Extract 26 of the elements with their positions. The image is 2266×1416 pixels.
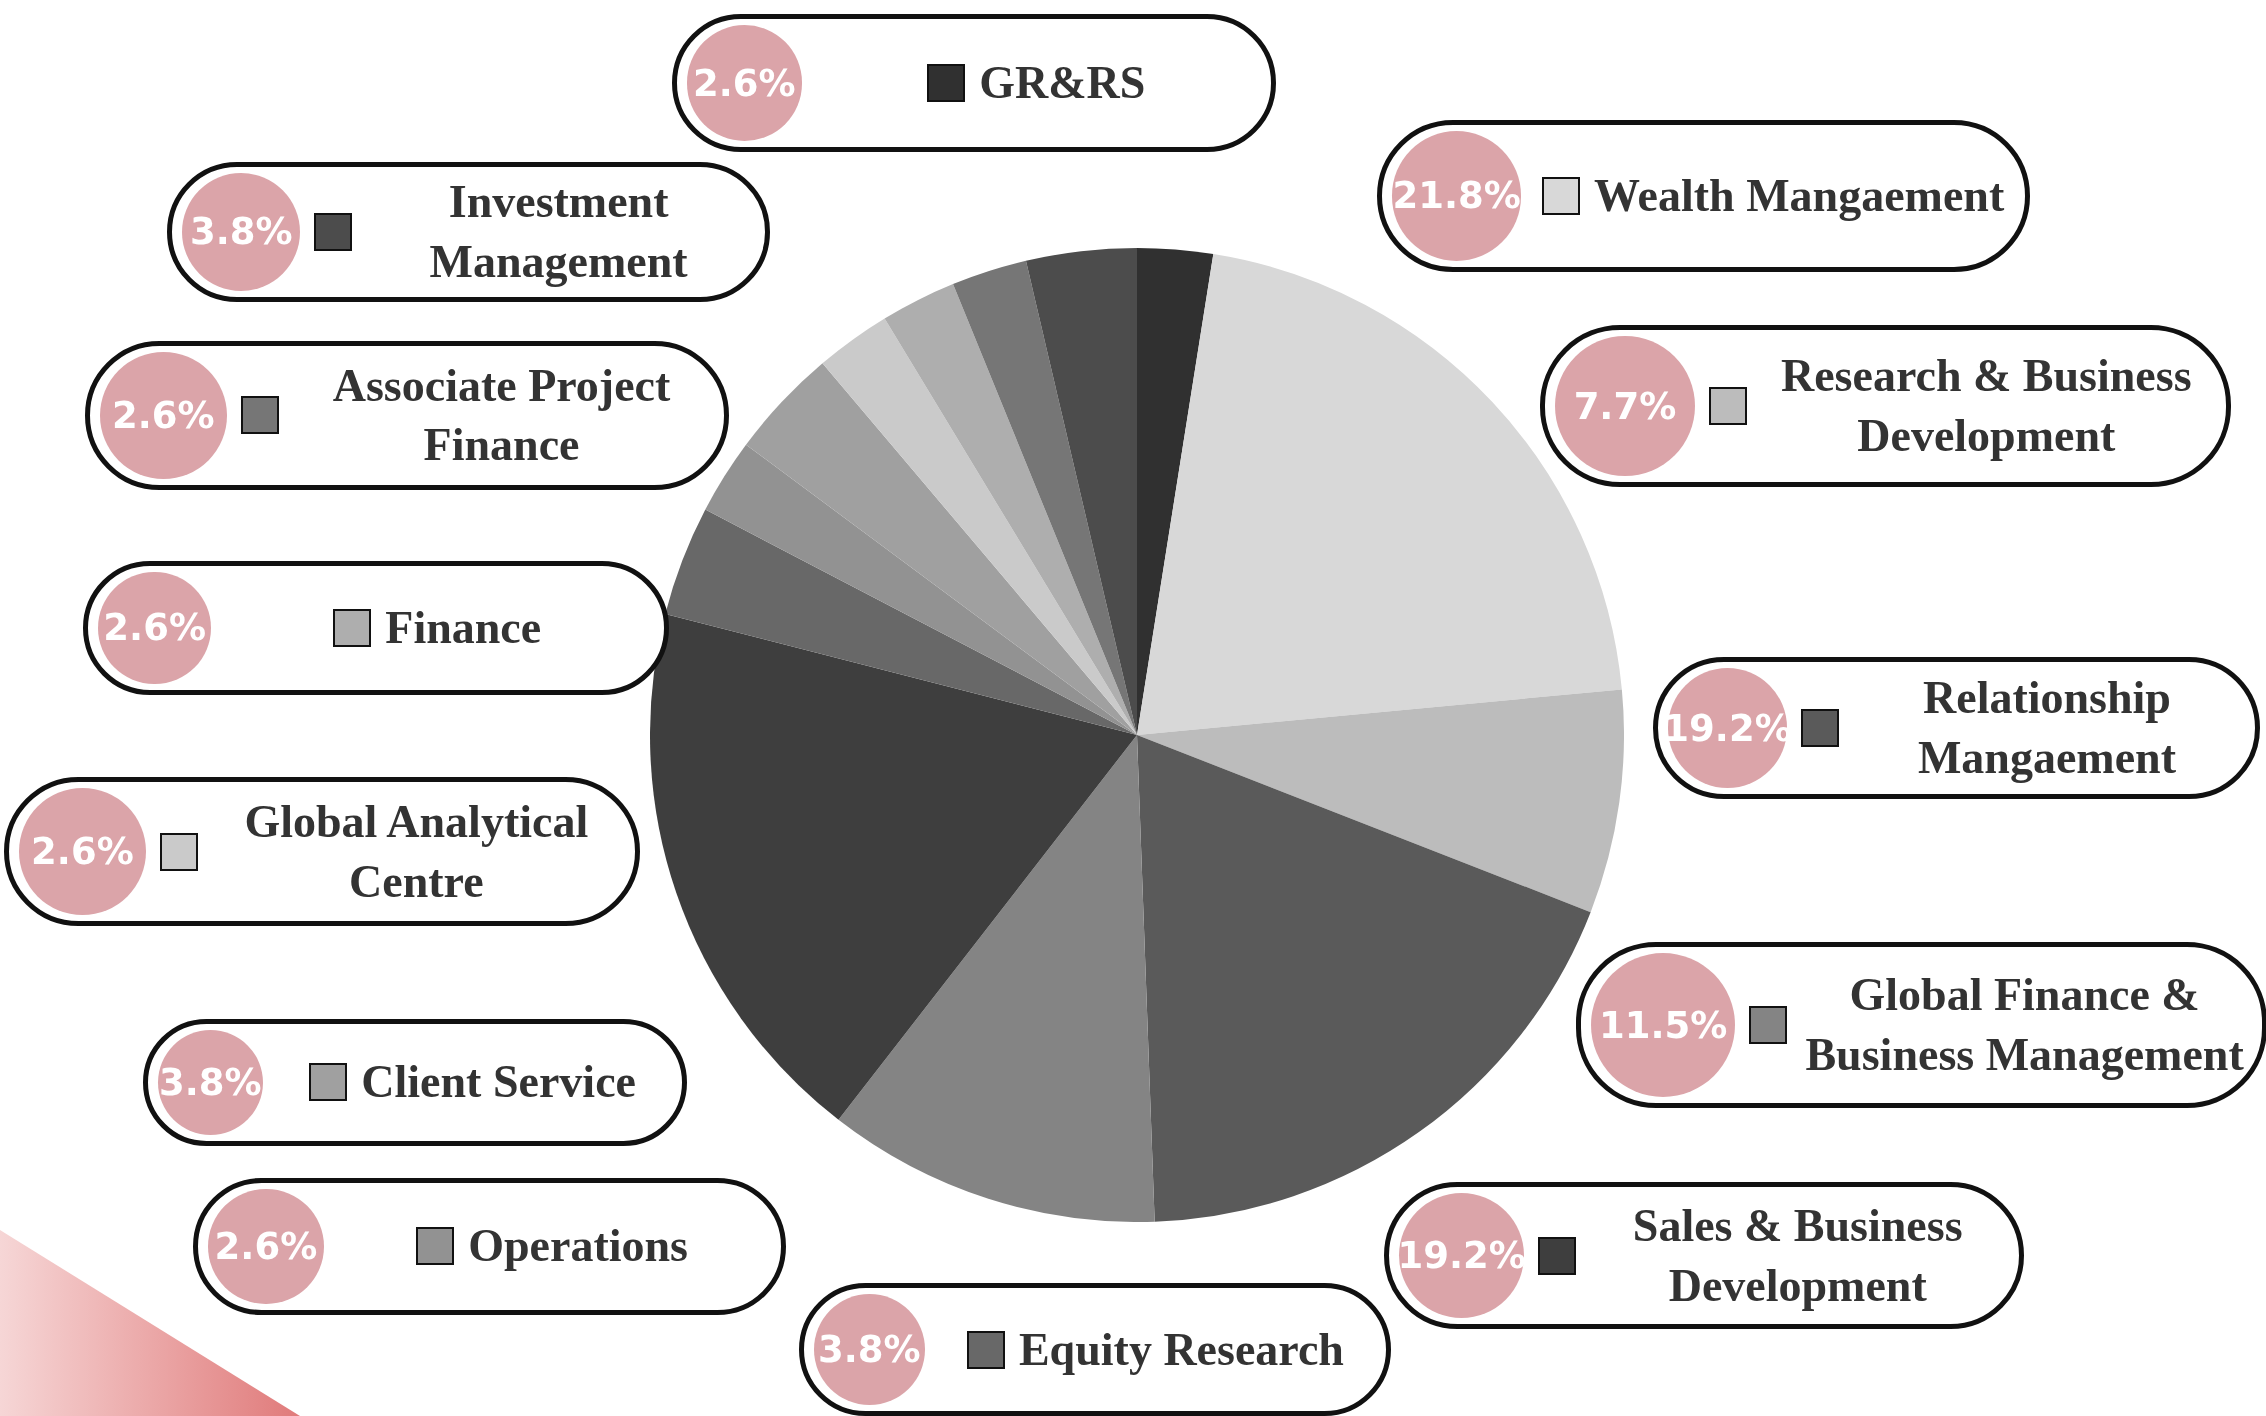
data-label: 2.6% <box>686 25 802 141</box>
legend-label: GR&RS <box>979 56 1146 111</box>
legend-label: Research & Business Development <box>1780 349 2193 464</box>
legend-label: Finance <box>385 600 542 655</box>
data-label: 2.6% <box>208 1188 324 1304</box>
legend-label: Client Service <box>361 1055 636 1110</box>
data-label: 3.8% <box>182 172 301 291</box>
data-label: 2.6% <box>99 352 227 479</box>
legend-label: Operations <box>468 1219 689 1274</box>
legend-label: Sales & Business Development <box>1631 1198 1964 1313</box>
legend-label: Wealth Mangaement <box>1594 168 2005 223</box>
legend-label: Investment Management <box>428 175 689 289</box>
data-label: 7.7% <box>1555 336 1695 476</box>
data-label: 19.2% <box>1663 705 1792 752</box>
legend-label: Global Analytical Centre <box>243 795 590 909</box>
data-label: 3.8% <box>157 1029 263 1135</box>
legend-label: Equity Research <box>1018 1322 1344 1377</box>
data-label: 19.2% <box>1397 1193 1526 1319</box>
data-label: 2.6% <box>19 788 146 916</box>
legend-label: Global Finance & Business Management <box>1804 968 2245 1083</box>
data-label: 2.6% <box>98 571 211 685</box>
data-label: 3.8% <box>813 1294 925 1406</box>
data-label: 11.5% <box>1591 953 1736 1098</box>
legend-label: Associate Project Finance <box>331 358 672 473</box>
data-label: 21.8% <box>1391 130 1522 261</box>
legend-label: Relationship Mangaement <box>1916 671 2177 786</box>
